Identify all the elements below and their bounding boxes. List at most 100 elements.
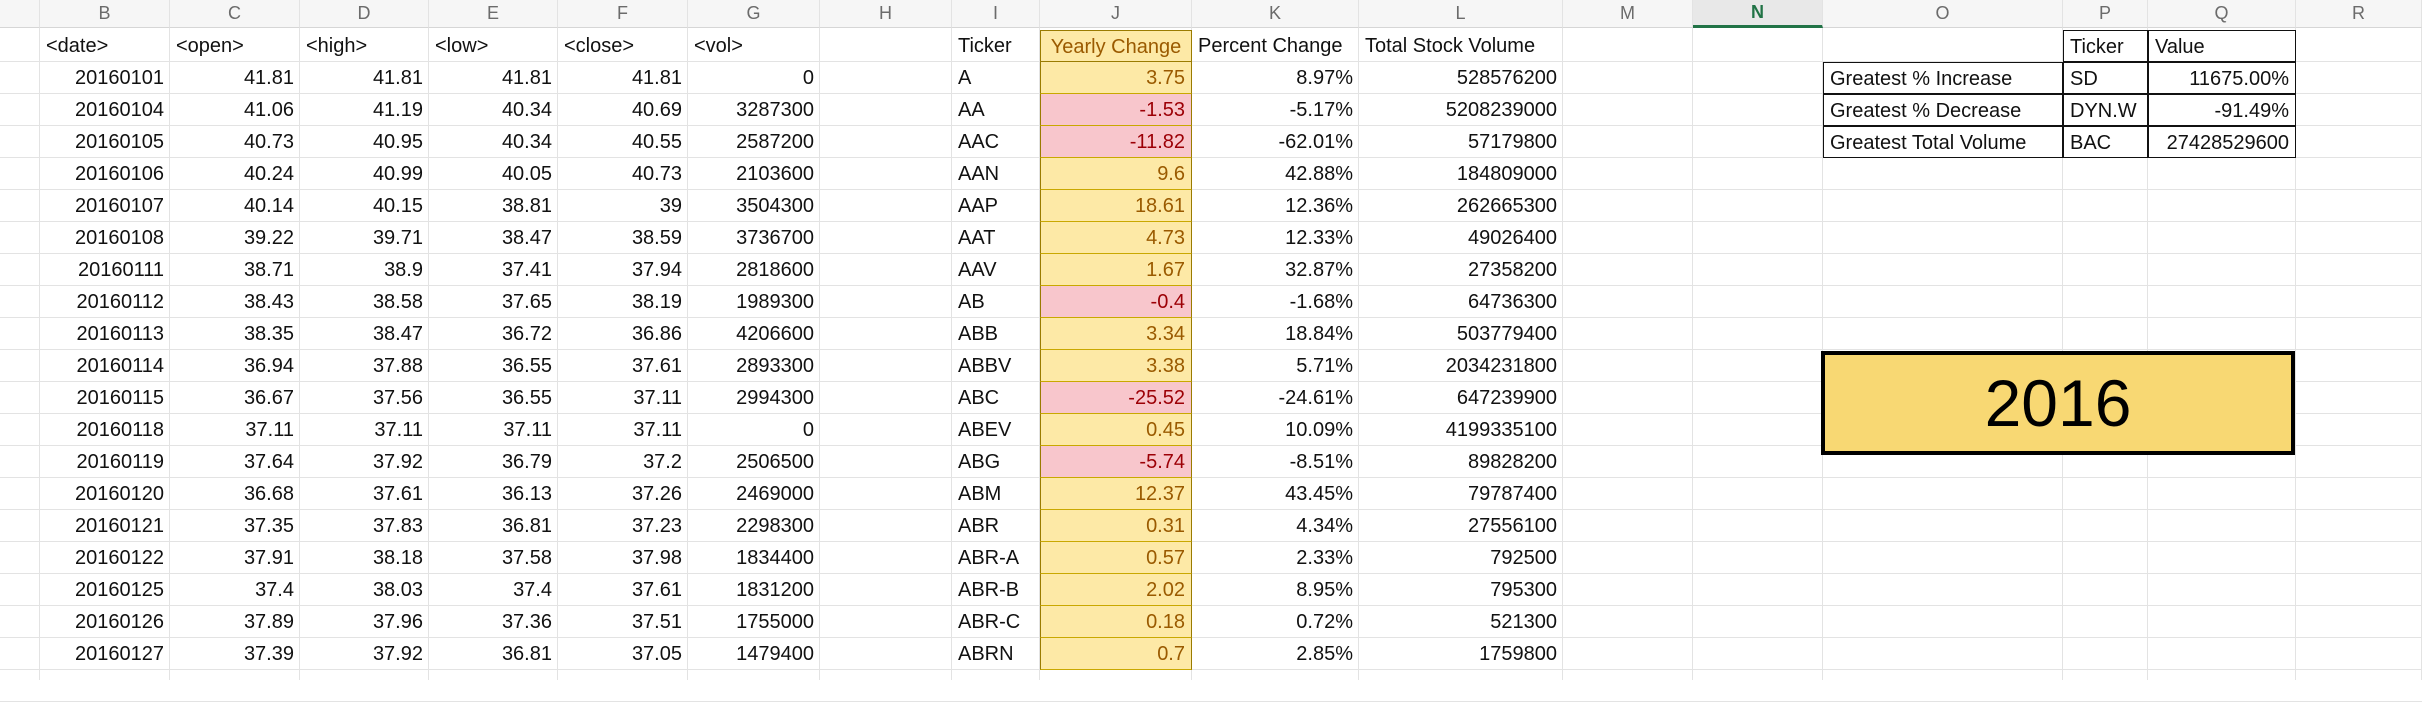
ticker-cell[interactable]: AAP [958, 195, 999, 217]
stock-data-cell[interactable]: 1834400 [736, 547, 814, 569]
total-volume-header-cell[interactable]: Total Stock Volume [1365, 35, 1536, 57]
stock-data-cell[interactable]: 20160105 [75, 131, 164, 153]
stock-data-cell[interactable]: 37.11 [503, 419, 552, 441]
column-header-j[interactable]: J [1040, 0, 1192, 28]
stock-data-cell[interactable]: 40.55 [631, 131, 682, 153]
greatest-value-header-cell[interactable]: Value [2148, 30, 2296, 62]
stock-data-cell[interactable]: 40.34 [501, 99, 552, 121]
stock-data-cell[interactable]: 37.83 [372, 515, 423, 537]
stock-data-cell[interactable]: 37.94 [631, 259, 682, 281]
ticker-cell[interactable]: ABBV [958, 355, 1012, 377]
ticker-cell[interactable]: AAN [958, 163, 1000, 185]
stock-data-cell[interactable]: 20160122 [75, 547, 164, 569]
stock-data-cell[interactable]: 20160126 [75, 611, 164, 633]
greatest-label-cell[interactable]: Greatest Total Volume [1823, 126, 2063, 158]
stock-header-cell[interactable]: <vol> [694, 35, 743, 57]
yearly-change-cell[interactable]: 0.31 [1040, 510, 1192, 542]
yearly-change-cell[interactable]: 0.7 [1040, 638, 1192, 670]
stock-data-cell[interactable]: 37.58 [501, 547, 552, 569]
stock-data-cell[interactable]: 20160120 [75, 483, 164, 505]
column-header-c[interactable]: C [170, 0, 300, 28]
stock-data-cell[interactable]: 38.35 [243, 323, 294, 345]
ticker-cell[interactable]: ABB [958, 323, 999, 345]
stock-data-cell[interactable]: 37.89 [243, 611, 294, 633]
yearly-change-cell[interactable]: 2.02 [1040, 574, 1192, 606]
ticker-cell[interactable]: AB [958, 291, 985, 313]
stock-data-cell[interactable]: 38.81 [501, 195, 552, 217]
stock-data-cell[interactable]: 40.14 [243, 195, 294, 217]
stock-data-cell[interactable]: 38.47 [372, 323, 423, 345]
total-volume-cell[interactable]: 503779400 [1456, 323, 1557, 345]
total-volume-cell[interactable]: 64736300 [1468, 291, 1557, 313]
total-volume-cell[interactable]: 57179800 [1468, 131, 1557, 153]
ticker-cell[interactable]: AA [958, 99, 985, 121]
stock-data-cell[interactable]: 37.65 [501, 291, 552, 313]
stock-data-cell[interactable]: 3736700 [736, 227, 814, 249]
total-volume-cell[interactable]: 647239900 [1456, 387, 1557, 409]
yearly-change-cell[interactable]: -5.74 [1040, 446, 1192, 478]
yearly-change-cell[interactable]: -1.53 [1040, 94, 1192, 126]
yearly-change-cell[interactable]: 0.45 [1040, 414, 1192, 446]
stock-data-cell[interactable]: 20160108 [75, 227, 164, 249]
stock-data-cell[interactable]: 38.47 [501, 227, 552, 249]
total-volume-cell[interactable]: 528576200 [1456, 67, 1557, 89]
stock-data-cell[interactable]: 3287300 [736, 99, 814, 121]
yearly-change-cell[interactable]: 12.37 [1040, 478, 1192, 510]
stock-header-cell[interactable]: <low> [435, 35, 489, 57]
percent-change-cell[interactable]: 4.34% [1296, 515, 1353, 537]
percent-change-cell[interactable]: 2.85% [1296, 643, 1353, 665]
stock-data-cell[interactable]: 38.58 [372, 291, 423, 313]
stock-data-cell[interactable]: 40.95 [372, 131, 423, 153]
greatest-value-cell[interactable]: 11675.00% [2148, 62, 2296, 94]
ticker-cell[interactable]: ABRN [958, 643, 1014, 665]
percent-change-cell[interactable]: -5.17% [1289, 99, 1353, 121]
yearly-change-cell[interactable]: 0.57 [1040, 542, 1192, 574]
stock-data-cell[interactable]: 36.79 [501, 451, 552, 473]
percent-change-cell[interactable]: 32.87% [1285, 259, 1353, 281]
total-volume-cell[interactable]: 2034231800 [1445, 355, 1557, 377]
stock-data-cell[interactable]: 36.81 [501, 643, 552, 665]
stock-data-cell[interactable]: 37.61 [631, 355, 682, 377]
stock-data-cell[interactable]: 3504300 [736, 195, 814, 217]
greatest-label-cell[interactable]: Greatest % Decrease [1823, 94, 2063, 126]
column-header-b[interactable]: B [40, 0, 170, 28]
yearly-change-cell[interactable]: -11.82 [1040, 126, 1192, 158]
column-header-o[interactable]: O [1823, 0, 2063, 28]
total-volume-cell[interactable]: 521300 [1490, 611, 1557, 633]
column-header-k[interactable]: K [1192, 0, 1359, 28]
ticker-cell[interactable]: ABC [958, 387, 1000, 409]
stock-data-cell[interactable]: 2587200 [736, 131, 814, 153]
column-header-h[interactable]: H [820, 0, 952, 28]
stock-data-cell[interactable]: 2994300 [736, 387, 814, 409]
stock-data-cell[interactable]: 38.03 [372, 579, 423, 601]
ticker-cell[interactable]: ABG [958, 451, 1001, 473]
stock-data-cell[interactable]: 20160118 [76, 419, 165, 441]
percent-change-cell[interactable]: -1.68% [1289, 291, 1353, 313]
stock-data-cell[interactable]: 37.91 [243, 547, 294, 569]
stock-data-cell[interactable]: 40.34 [501, 131, 552, 153]
ticker-cell[interactable]: AAV [958, 259, 997, 281]
greatest-value-cell[interactable]: 27428529600 [2148, 126, 2296, 158]
greatest-value-cell[interactable]: -91.49% [2148, 94, 2296, 126]
column-header-q[interactable]: Q [2148, 0, 2296, 28]
stock-data-cell[interactable]: 37.11 [245, 419, 294, 441]
stock-data-cell[interactable]: 37.2 [643, 451, 682, 473]
stock-data-cell[interactable]: 36.81 [501, 515, 552, 537]
stock-data-cell[interactable]: 37.39 [243, 643, 294, 665]
stock-data-cell[interactable]: 41.81 [243, 67, 294, 89]
stock-data-cell[interactable]: 37.35 [243, 515, 294, 537]
stock-data-cell[interactable]: 20160127 [75, 643, 164, 665]
total-volume-cell[interactable]: 1759800 [1479, 643, 1557, 665]
yearly-change-cell[interactable]: 4.73 [1040, 222, 1192, 254]
stock-header-cell[interactable]: <close> [564, 35, 635, 57]
greatest-ticker-header-cell[interactable]: Ticker [2063, 30, 2148, 62]
column-header-n[interactable]: N [1693, 0, 1823, 28]
ticker-cell[interactable]: ABR-B [958, 579, 1020, 601]
column-header-p[interactable]: P [2063, 0, 2148, 28]
yearly-change-cell[interactable]: 3.75 [1040, 62, 1192, 94]
yearly-change-cell[interactable]: 3.38 [1040, 350, 1192, 382]
greatest-label-cell[interactable]: Greatest % Increase [1823, 62, 2063, 94]
yearly-change-cell[interactable]: 1.67 [1040, 254, 1192, 286]
stock-data-cell[interactable]: 37.26 [631, 483, 682, 505]
yearly-change-cell[interactable]: 3.34 [1040, 318, 1192, 350]
